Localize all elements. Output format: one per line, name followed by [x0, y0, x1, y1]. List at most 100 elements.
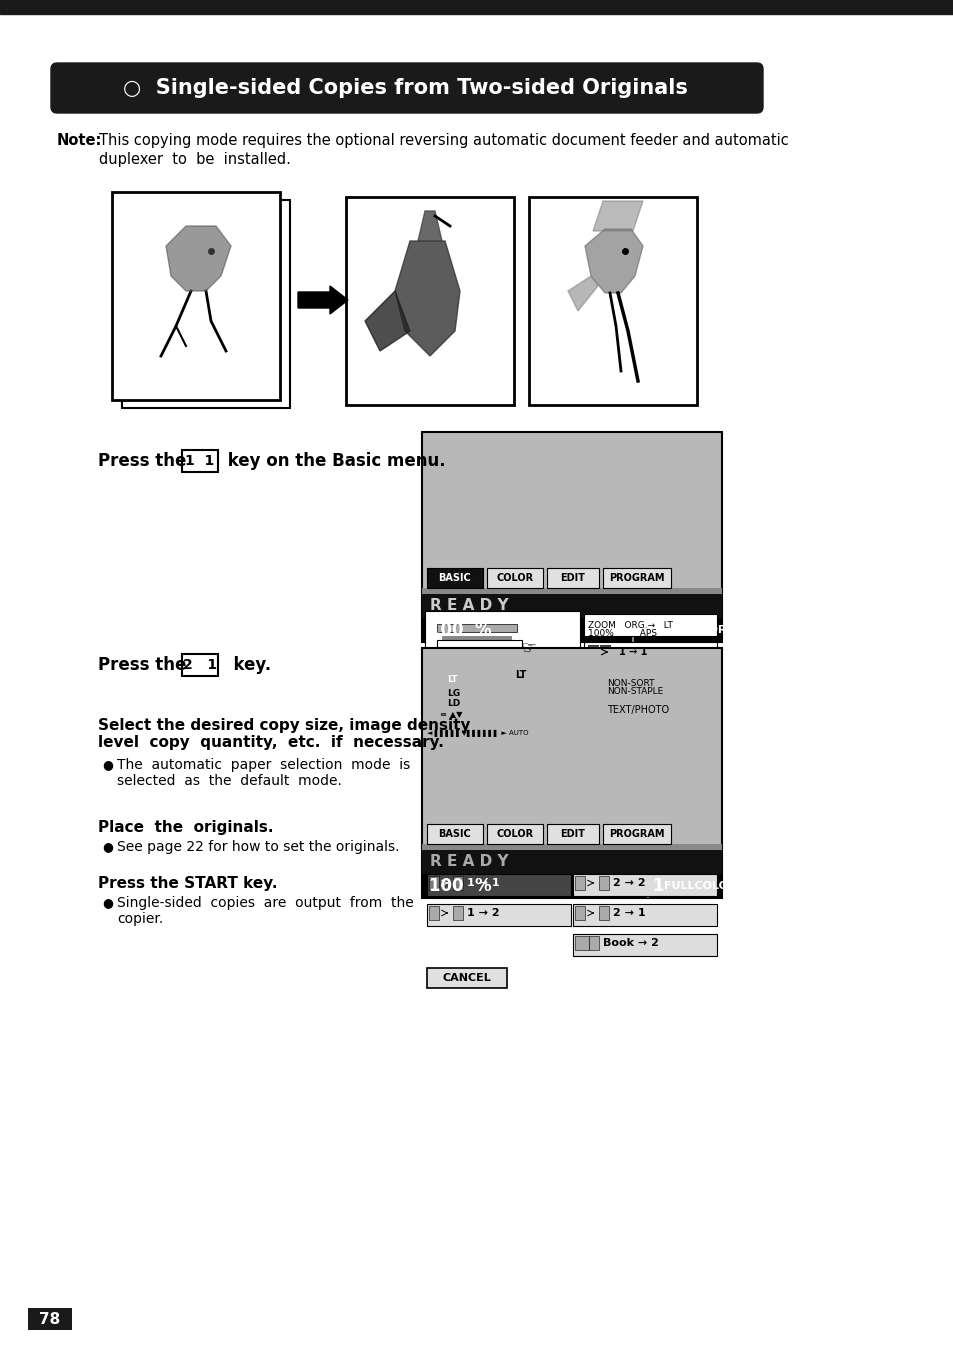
Text: key.: key. — [222, 656, 271, 674]
Bar — [598, 906, 608, 919]
Text: Book → 2: Book → 2 — [602, 938, 659, 948]
Bar — [585, 665, 603, 686]
Bar — [427, 824, 482, 844]
Text: ○  Single-sided Copies from Two-sided Originals: ○ Single-sided Copies from Two-sided Ori… — [122, 78, 687, 98]
Text: 1: 1 — [637, 621, 648, 639]
Text: TEXT/PHOTO: TEXT/PHOTO — [606, 705, 668, 714]
Bar — [421, 431, 721, 642]
Text: 2   1: 2 1 — [183, 658, 217, 673]
Polygon shape — [593, 201, 642, 231]
Bar — [575, 876, 584, 890]
Bar — [598, 876, 608, 890]
Text: duplexer  to  be  installed.: duplexer to be installed. — [99, 152, 291, 167]
Bar — [427, 874, 571, 896]
Bar — [182, 450, 218, 472]
Text: CANCEL: CANCEL — [442, 973, 491, 983]
FancyArrow shape — [297, 286, 348, 314]
Text: 1: 1 — [651, 878, 662, 895]
Polygon shape — [365, 291, 410, 350]
Bar — [486, 568, 542, 588]
Text: level  copy  quantity,  etc.  if  necessary.: level copy quantity, etc. if necessary. — [98, 735, 443, 749]
Text: PROGRAM: PROGRAM — [609, 573, 664, 582]
Text: FULL COLOR: FULL COLOR — [649, 625, 725, 635]
Bar — [646, 874, 648, 898]
Text: 2 → 2: 2 → 2 — [613, 878, 645, 888]
Text: Place  the  originals.: Place the originals. — [98, 820, 274, 834]
Polygon shape — [395, 241, 459, 356]
Bar — [599, 644, 609, 658]
Bar — [421, 588, 721, 594]
Bar — [421, 874, 721, 898]
Bar — [573, 905, 717, 926]
Bar — [575, 936, 588, 950]
Text: ●: ● — [102, 840, 112, 853]
Text: The  automatic  paper  selection  mode  is: The automatic paper selection mode is — [117, 758, 410, 772]
Text: EDIT: EDIT — [560, 573, 585, 582]
Bar — [421, 648, 721, 898]
Text: COLOR: COLOR — [496, 829, 533, 838]
Text: copier.: copier. — [117, 913, 163, 926]
Bar — [122, 200, 290, 408]
Bar — [112, 191, 280, 400]
Bar — [583, 698, 717, 723]
Bar — [424, 611, 579, 741]
Bar — [587, 644, 598, 658]
Bar — [546, 568, 598, 588]
Bar — [429, 876, 438, 890]
Bar — [427, 568, 482, 588]
Bar — [583, 613, 717, 636]
Text: selected  as  the  default  mode.: selected as the default mode. — [117, 774, 341, 789]
Text: BASIC: BASIC — [438, 829, 471, 838]
Bar — [588, 936, 598, 950]
Bar — [573, 874, 717, 896]
Bar — [441, 636, 512, 640]
Bar — [436, 640, 521, 670]
Bar — [421, 617, 721, 642]
Bar — [436, 708, 521, 723]
Bar — [427, 905, 571, 926]
Polygon shape — [567, 276, 598, 311]
Text: ☞: ☞ — [521, 639, 537, 656]
Bar — [441, 700, 506, 709]
FancyBboxPatch shape — [51, 63, 762, 113]
Text: Note:: Note: — [57, 133, 102, 148]
Text: 100  %: 100 % — [429, 621, 491, 639]
Bar — [0, 0, 953, 13]
Text: LT: LT — [447, 674, 457, 683]
Bar — [602, 568, 670, 588]
Text: key on the Basic menu.: key on the Basic menu. — [222, 452, 445, 470]
Bar — [486, 824, 542, 844]
Text: 1  1: 1 1 — [185, 454, 214, 468]
Bar — [585, 696, 603, 714]
Bar — [421, 844, 721, 851]
Text: LG: LG — [447, 689, 459, 697]
Text: ZOOM   ORG.→   LT: ZOOM ORG.→ LT — [587, 620, 672, 630]
Text: Press the: Press the — [98, 656, 192, 674]
Polygon shape — [417, 212, 441, 241]
Text: EDIT: EDIT — [560, 829, 585, 838]
Text: Press the: Press the — [98, 452, 192, 470]
Bar — [441, 687, 506, 698]
Bar — [602, 824, 670, 844]
Text: Press the START key.: Press the START key. — [98, 876, 277, 891]
Text: 1 → 2: 1 → 2 — [467, 909, 499, 918]
Bar — [182, 654, 218, 675]
Text: Select the desired copy size, image density: Select the desired copy size, image dens… — [98, 718, 470, 733]
Text: LT: LT — [515, 670, 526, 679]
Text: FULLCOLOR: FULLCOLOR — [663, 882, 736, 891]
Text: 1 → 1: 1 → 1 — [618, 647, 647, 656]
Bar — [583, 642, 717, 666]
Text: NON-STAPLE: NON-STAPLE — [606, 686, 662, 696]
Bar — [424, 723, 577, 741]
Polygon shape — [166, 226, 231, 291]
Text: ≡ ▲▼: ≡ ▲▼ — [439, 710, 462, 720]
Bar — [436, 624, 517, 632]
Bar — [427, 968, 506, 988]
Text: See page 22 for how to set the originals.: See page 22 for how to set the originals… — [117, 840, 399, 855]
Text: 78: 78 — [39, 1312, 61, 1326]
Bar — [453, 906, 462, 919]
Text: ●: ● — [102, 896, 112, 909]
Text: 1 → 1: 1 → 1 — [467, 878, 499, 888]
Bar — [573, 934, 717, 956]
Text: ●: ● — [102, 758, 112, 771]
